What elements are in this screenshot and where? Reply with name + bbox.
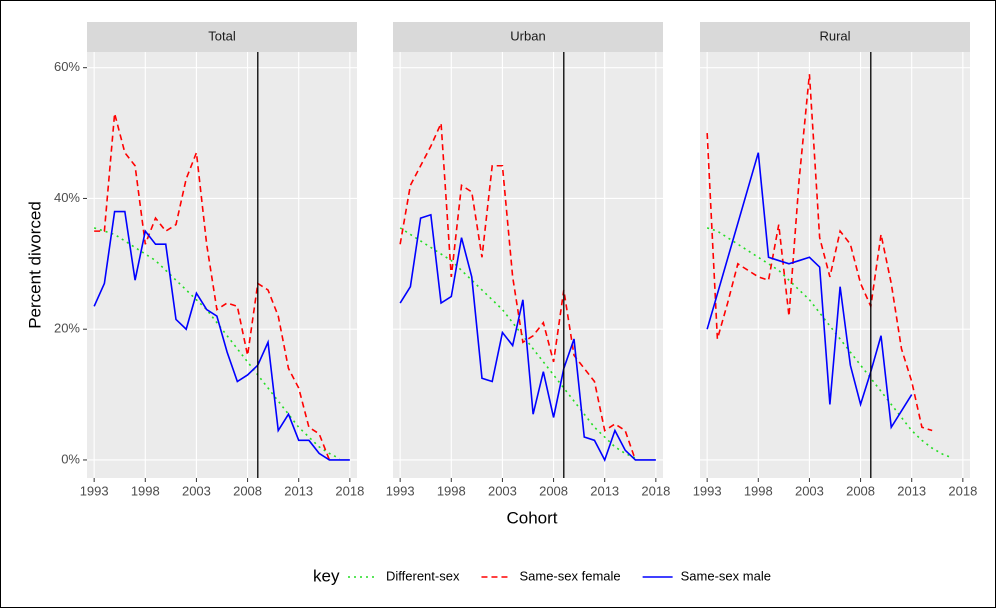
series-line <box>706 74 933 432</box>
x-tick-label: 2013 <box>897 483 926 498</box>
x-tick-label: 1998 <box>744 483 773 498</box>
y-tick-label: 0% <box>61 451 80 466</box>
series-line <box>93 210 350 461</box>
x-tick-label: 1998 <box>437 483 466 498</box>
x-tick-label: 2013 <box>590 483 619 498</box>
x-tick-label: 2008 <box>233 483 262 498</box>
x-tick-label: 1998 <box>131 483 160 498</box>
series-line <box>706 152 913 430</box>
x-tick-label: 2008 <box>846 483 875 498</box>
strip <box>87 22 357 52</box>
x-tick-label: 2018 <box>948 483 977 498</box>
panel <box>700 52 970 478</box>
y-axis-title: Percent divorced <box>25 201 44 329</box>
x-tick-label: 1993 <box>386 483 415 498</box>
y-tick-label: 20% <box>54 321 80 336</box>
x-tick-label: 2003 <box>182 483 211 498</box>
legend-label: Same-sex male <box>681 568 771 583</box>
x-axis-title: Cohort <box>506 508 557 527</box>
y-tick-label: 40% <box>54 190 80 205</box>
series-line <box>399 122 637 461</box>
series-line <box>399 227 636 459</box>
strip-label: Urban <box>510 28 545 43</box>
x-tick-label: 2018 <box>641 483 670 498</box>
legend-label: Different-sex <box>386 568 460 583</box>
legend-label: Same-sex female <box>519 568 620 583</box>
x-tick-label: 1993 <box>80 483 109 498</box>
strip <box>700 22 970 52</box>
legend-title: key <box>313 566 340 585</box>
strip-label: Rural <box>819 28 850 43</box>
x-tick-label: 2003 <box>795 483 824 498</box>
strip <box>393 22 663 52</box>
series-line <box>94 113 331 461</box>
series-line <box>399 213 656 462</box>
x-tick-label: 2013 <box>284 483 313 498</box>
x-tick-label: 2003 <box>488 483 517 498</box>
y-tick-label: 60% <box>54 59 80 74</box>
strip-label: Total <box>208 28 236 43</box>
x-tick-label: 1993 <box>693 483 722 498</box>
x-tick-label: 2008 <box>539 483 568 498</box>
panel <box>393 52 663 478</box>
series-line <box>93 227 340 460</box>
panel <box>87 52 357 478</box>
x-tick-label: 2018 <box>335 483 364 498</box>
